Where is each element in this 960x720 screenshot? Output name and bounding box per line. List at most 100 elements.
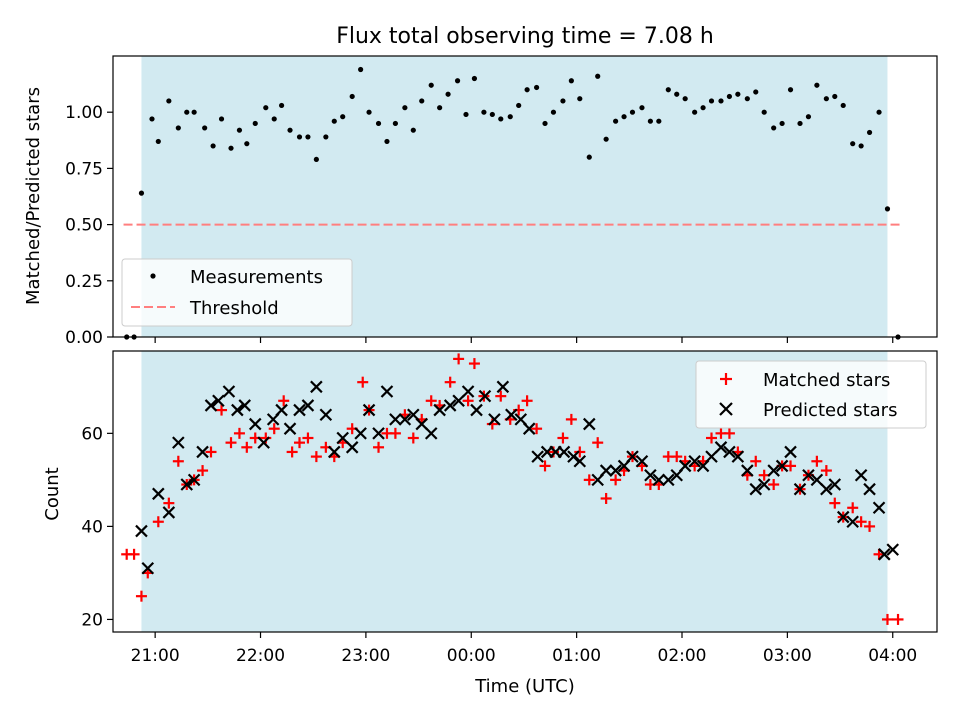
matched-star-point [425,395,437,407]
measurement-point [463,111,469,118]
measurement-point [629,109,636,115]
measurement-point [700,105,706,111]
predicted-star-point [135,524,148,538]
predicted-star-point [283,422,297,435]
measurement-point [419,98,425,104]
matched-star-point [610,474,622,486]
matched-star-point [444,376,456,388]
predicted-star-point [328,445,341,459]
measurement-point [184,109,190,115]
matched-star-point [539,460,551,472]
predicted-star-point [372,427,385,440]
measurement-point [392,120,398,127]
predicted-star-point [496,380,510,394]
matched-star-point [233,427,245,439]
matched-star-point [855,516,867,528]
predicted-star-point [644,468,657,482]
matched-star-point [547,446,559,458]
predicted-star-point [652,473,666,487]
matched-star-point [531,423,543,435]
matched-star-point [873,548,885,560]
predicted-star-point [723,445,736,459]
predicted-star-point [793,482,807,496]
measurements-series [124,66,901,340]
legend-measurements-label: Measurements [190,267,323,288]
measurement-point [560,98,566,104]
measurement-point [692,109,698,115]
measurement-point [428,82,434,88]
measurement-point [313,156,319,163]
predicted-star-point [878,548,891,561]
predicted-star-point [599,464,613,477]
predicted-star-point [767,464,780,477]
measurement-point [228,145,234,151]
bottom-ytick-label: 40 [81,517,103,537]
matched-star-point [216,404,228,416]
predicted-star-point [231,403,244,417]
measurement-point [349,93,355,100]
measurement-point [735,91,741,97]
legend-threshold-label: Threshold [189,298,279,319]
matched-star-point [278,395,290,407]
predicted-star-point [398,413,412,426]
predicted-star-point [380,385,394,398]
predicted-star-point [573,454,587,468]
predicted-star-point [705,450,718,463]
measurement-point [744,96,750,102]
bottom-xtick-label: 02:00 [658,646,707,666]
predicted-star-point [345,441,359,454]
bottom-xtick-label: 04:00 [868,646,917,666]
predicted-star-point [749,482,763,496]
measurement-point [516,102,522,109]
top-ytick-label: 0.25 [65,272,103,292]
measurement-point [840,102,846,109]
predicted-star-point [478,389,492,403]
matched-star-point [453,353,465,365]
bottom-ytick-label: 20 [81,610,103,630]
matched-star-point [172,455,184,467]
matched-star-point [671,451,683,463]
legend-measurements-marker [150,273,156,279]
matched-star-point [495,390,507,402]
predicted-star-point [424,427,438,440]
matched-star-point [241,441,253,453]
measurement-point [437,105,443,111]
measurement-point [366,109,372,115]
legend-predicted-marker [719,402,733,416]
measurement-point [166,98,172,104]
matched-star-point [373,441,385,453]
matched-star-point [785,460,797,472]
matched-star-point [128,548,140,560]
predicted-star-point [336,431,349,445]
matched-star-point [468,358,480,370]
measurement-point [639,105,645,111]
bottom-yaxis-ticks: 20 40 60 [81,424,113,630]
predicted-star-point [820,482,833,496]
matched-star-point [583,474,595,486]
predicted-star-point [238,399,251,412]
measurement-point [340,114,346,120]
predicted-star-point [731,450,745,463]
matched-star-point [286,446,298,458]
predicted-star-point [257,436,270,449]
top-legend: Measurements Threshold [121,258,353,327]
measurement-point [823,96,829,102]
predicted-star-point [531,450,544,463]
predicted-star-point [415,417,429,431]
matched-star-point [310,451,322,463]
matched-star-point [462,395,474,407]
matched-star-point [811,455,823,467]
predicted-star-point [389,413,402,426]
predicted-star-point [212,394,225,408]
predicted-star-point [452,394,465,408]
matched-star-point [357,376,369,388]
predicted-star-point [846,515,859,529]
matched-star-point [723,427,735,439]
bottom-panel: 20 40 60 21:00 22:00 23:00 00:00 01:00 02:00 03:… [42,350,938,697]
measurement-point [202,125,208,131]
measurement-point [884,206,891,212]
measurement-point [761,109,767,115]
predicted-star-point [354,427,367,440]
measurement-point [858,143,864,149]
